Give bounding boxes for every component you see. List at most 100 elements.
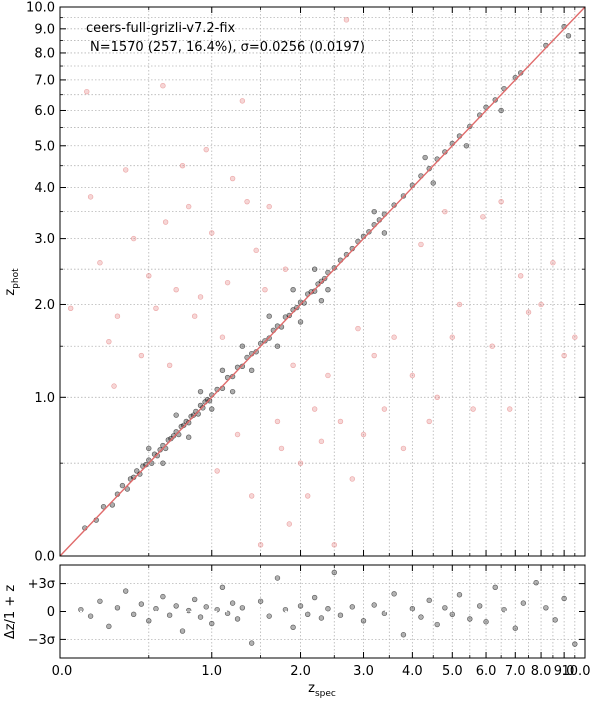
main-gridlines: [60, 7, 585, 556]
outlier-point: [248, 493, 255, 499]
data-point: [160, 460, 166, 466]
residual-point: [130, 611, 137, 617]
data-point: [422, 154, 428, 161]
outlier-point: [498, 198, 504, 205]
residual-point: [331, 569, 337, 576]
axis-ticks: [59, 6, 586, 658]
x-tick-label: 6.0: [476, 664, 497, 679]
residual-point: [467, 616, 473, 622]
residual-y-tick-label: +3σ: [28, 577, 55, 592]
residual-point: [371, 602, 377, 608]
svg-text:zphot: zphot: [3, 268, 21, 296]
residual-point: [290, 624, 296, 631]
outlier-point: [318, 438, 325, 445]
outlier-point: [409, 372, 416, 379]
outlier-point: [550, 260, 556, 266]
outlier-point: [239, 98, 246, 104]
outlier-point: [434, 394, 440, 401]
outlier-point: [274, 418, 281, 425]
outlier-point: [203, 146, 209, 153]
data-point: [325, 286, 331, 293]
residual-point: [449, 611, 455, 617]
residual-point: [160, 593, 166, 600]
residual-point: [224, 610, 231, 617]
residual-point: [456, 592, 463, 598]
residual-y-tick-label: −3σ: [28, 633, 55, 648]
outlier-point: [244, 198, 250, 205]
data-point: [366, 229, 372, 235]
data-point: [200, 405, 206, 411]
outlier-point: [489, 343, 495, 349]
outlier-point: [538, 301, 544, 308]
outlier-point: [456, 301, 463, 308]
data-point: [311, 266, 318, 272]
residual-point: [512, 625, 518, 631]
x-tick-label: 3.0: [353, 664, 374, 679]
residual-point: [476, 603, 483, 609]
residual-point: [209, 620, 215, 627]
outlier-point: [400, 445, 407, 452]
tick-labels: 0.01.02.03.04.05.06.07.08.09.010.00.0 1.0…: [26, 1, 590, 680]
outlier-point: [381, 406, 388, 412]
residual-point: [442, 605, 448, 611]
outlier-point: [480, 214, 486, 220]
outlier-point: [67, 305, 74, 312]
x-label: z: [308, 681, 315, 696]
main-axes-frame: [59, 6, 586, 557]
residual-point: [349, 604, 355, 610]
residual-point: [297, 603, 304, 609]
outlier-point: [297, 460, 304, 466]
residual-point: [381, 610, 388, 617]
residual-point: [97, 598, 103, 604]
data-point: [381, 230, 388, 236]
outlier-point: [97, 260, 103, 266]
residual-point: [179, 628, 186, 634]
outlier-point: [197, 294, 204, 300]
outlier-point: [106, 338, 112, 345]
data-point: [290, 286, 296, 293]
outlier-point: [561, 352, 567, 359]
y-tick-label: 8.0: [34, 46, 55, 61]
y-tick-label: 1.0: [34, 391, 55, 406]
outlier-point: [173, 286, 179, 293]
outlier-point: [286, 521, 293, 527]
outlier-point: [84, 88, 90, 95]
y-tick-label: 2.0: [34, 298, 55, 313]
x-tick-label: 0.0: [52, 664, 73, 679]
outlier-point: [111, 383, 117, 389]
y-tick-label: 4.0: [34, 181, 55, 196]
x-tick-label: 9.0: [554, 664, 575, 679]
x-tick-label: 10.0: [562, 664, 591, 679]
residual-point: [337, 612, 344, 618]
outlier-point: [449, 334, 455, 340]
outlier-point: [337, 418, 344, 425]
outlier-point: [572, 334, 578, 340]
data-point: [248, 367, 255, 374]
y-tick-label: 6.0: [34, 104, 55, 119]
data-point: [209, 406, 215, 412]
x-tick-label: 5.0: [442, 664, 463, 679]
residual-point: [274, 575, 281, 581]
data-point: [181, 422, 187, 428]
data-point: [318, 297, 325, 304]
outlier-point: [219, 334, 226, 340]
residual-point: [426, 597, 432, 604]
residual-point: [311, 594, 318, 601]
y-tick-label: 0.0: [34, 550, 55, 565]
outlier-point: [525, 309, 532, 315]
residual-point: [214, 606, 220, 613]
residual-point: [552, 617, 558, 623]
outlier-point: [325, 372, 331, 379]
outlier-point: [282, 266, 289, 272]
outlier-point: [507, 406, 513, 412]
outlier-point: [130, 235, 137, 242]
outlier-point: [442, 208, 448, 215]
residual-point: [123, 588, 129, 594]
residual-y-tick-label: 0: [47, 605, 55, 620]
chart-title: ceers-full-grizli-v7.2-fix: [86, 21, 236, 36]
outlier-point: [311, 406, 318, 412]
outlier-point: [290, 362, 296, 369]
data-point: [219, 367, 226, 374]
outlier-point: [349, 476, 355, 482]
data-point: [498, 107, 504, 114]
